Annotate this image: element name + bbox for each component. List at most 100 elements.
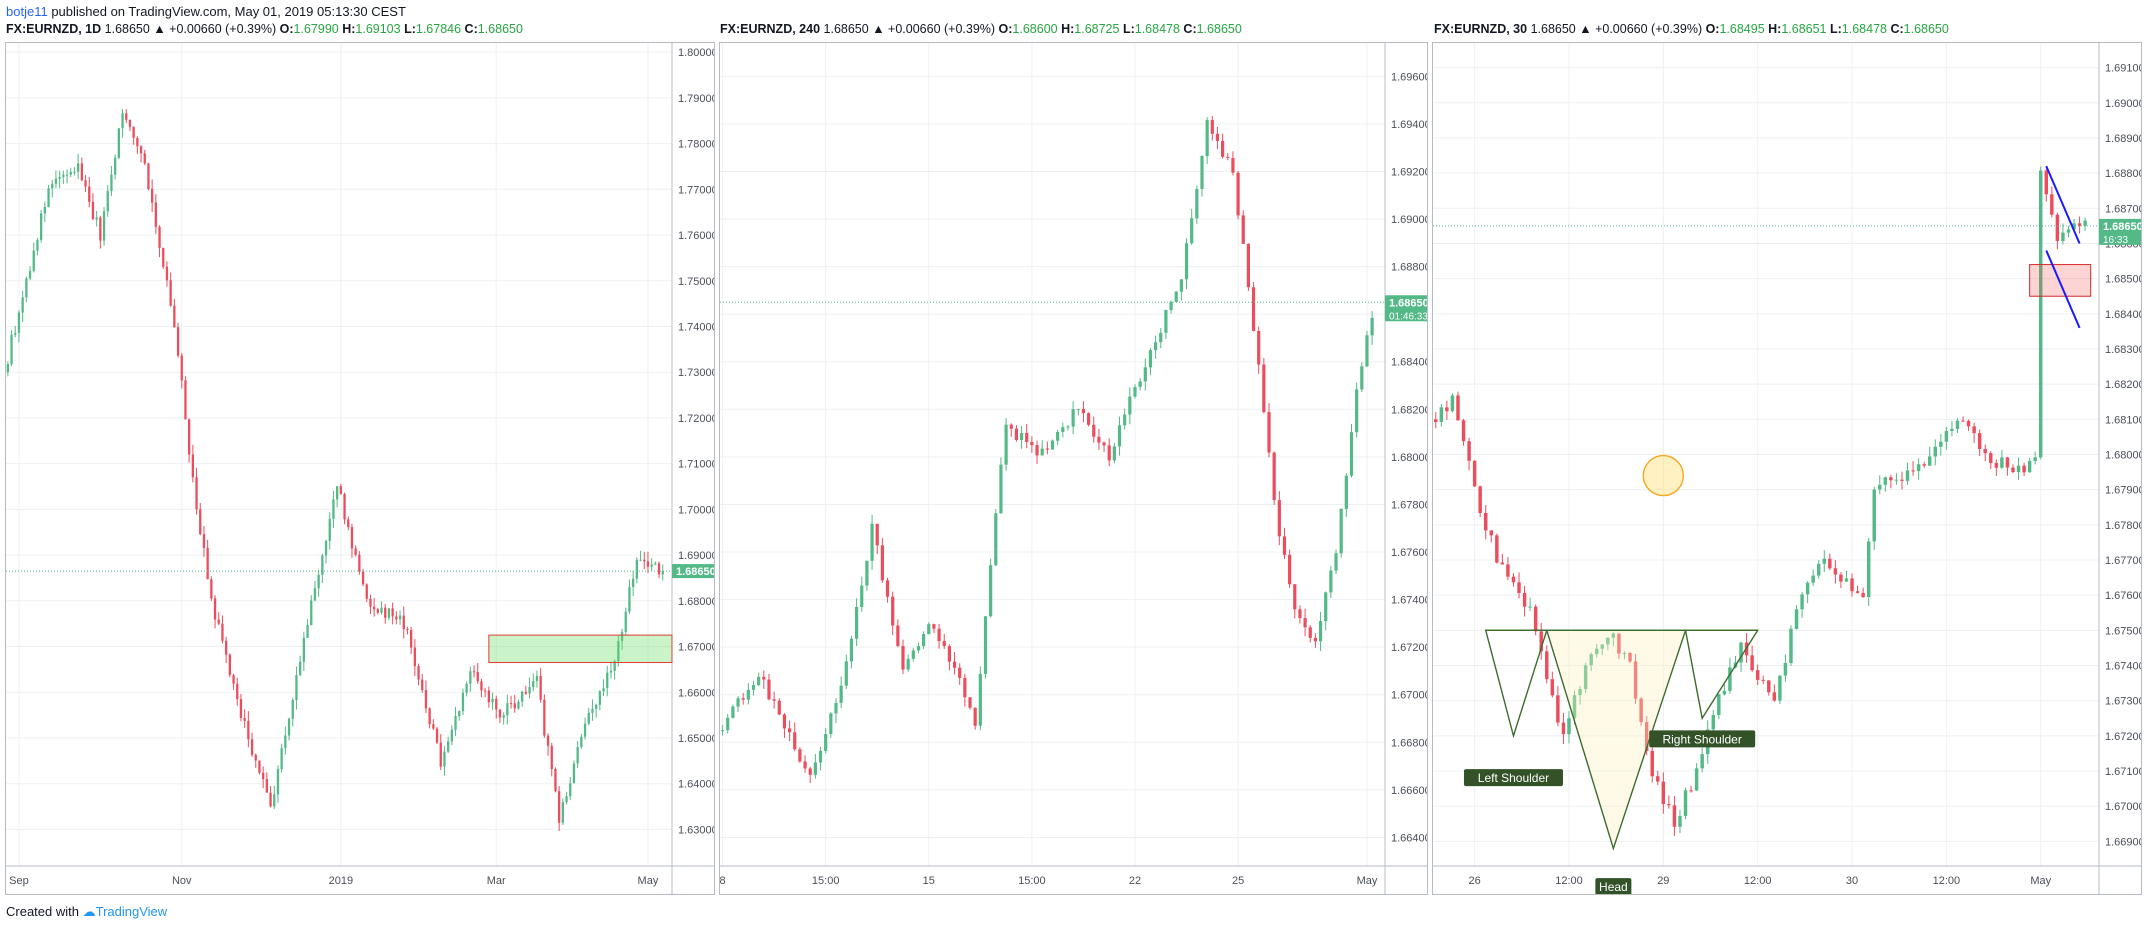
candle-body[interactable] — [54, 178, 58, 184]
candle-body[interactable] — [443, 751, 446, 767]
candle-body[interactable] — [1528, 606, 1532, 608]
candle-body[interactable] — [484, 690, 487, 692]
candle-body[interactable] — [236, 683, 239, 700]
candle-body[interactable] — [1511, 576, 1516, 583]
candle-body[interactable] — [495, 698, 498, 710]
candle-body[interactable] — [550, 745, 553, 769]
candle-body[interactable] — [306, 625, 309, 638]
candle-body[interactable] — [332, 499, 335, 519]
candle-body[interactable] — [51, 183, 54, 189]
candle-body[interactable] — [1107, 445, 1111, 461]
candle-body[interactable] — [169, 280, 172, 306]
candle-body[interactable] — [1123, 414, 1127, 426]
candle-body[interactable] — [191, 454, 194, 478]
candle-body[interactable] — [880, 545, 884, 581]
candle-body[interactable] — [1889, 477, 1893, 481]
candle-body[interactable] — [1944, 430, 1949, 442]
candle-body[interactable] — [1517, 582, 1521, 593]
candle-body[interactable] — [1672, 805, 1677, 827]
candle-body[interactable] — [1883, 477, 1888, 485]
candle-body[interactable] — [502, 715, 505, 718]
candle-body[interactable] — [875, 523, 879, 546]
candle-body[interactable] — [1303, 618, 1307, 628]
candle-body[interactable] — [324, 541, 328, 556]
candle-body[interactable] — [650, 564, 653, 567]
candle-body[interactable] — [654, 563, 657, 565]
candle-body[interactable] — [1850, 578, 1854, 592]
candle-body[interactable] — [973, 707, 977, 726]
candle-body[interactable] — [777, 700, 781, 715]
candle-body[interactable] — [1097, 436, 1101, 443]
candle-body[interactable] — [1231, 157, 1235, 173]
candle-body[interactable] — [461, 692, 465, 712]
candle-body[interactable] — [947, 646, 951, 662]
candle-body[interactable] — [184, 380, 187, 420]
candle-body[interactable] — [1081, 408, 1086, 414]
candle-body[interactable] — [609, 670, 613, 673]
candle-body[interactable] — [14, 333, 17, 335]
candle-body[interactable] — [620, 631, 624, 641]
candle-body[interactable] — [147, 163, 150, 189]
candle-body[interactable] — [1450, 395, 1455, 412]
candle-body[interactable] — [1169, 301, 1173, 310]
candle-body[interactable] — [225, 640, 228, 655]
candle-body[interactable] — [336, 486, 339, 500]
candle-body[interactable] — [565, 796, 568, 803]
candle-body[interactable] — [834, 702, 838, 714]
candle-body[interactable] — [1288, 554, 1292, 585]
candle-body[interactable] — [1633, 661, 1638, 699]
candle-body[interactable] — [1950, 428, 1954, 431]
candle-body[interactable] — [989, 565, 993, 617]
candle-body[interactable] — [591, 708, 594, 713]
candle-body[interactable] — [88, 186, 91, 202]
candle-body[interactable] — [432, 724, 435, 729]
candle-body[interactable] — [602, 688, 605, 692]
candle-body[interactable] — [808, 768, 812, 775]
candle-body[interactable] — [844, 661, 848, 686]
candle-body[interactable] — [1344, 475, 1348, 509]
candle-body[interactable] — [136, 137, 139, 147]
candle-body[interactable] — [1117, 425, 1122, 447]
candle-body[interactable] — [2022, 465, 2026, 473]
candle-body[interactable] — [6, 364, 9, 373]
candle-body[interactable] — [1522, 592, 1527, 607]
candle-body[interactable] — [1205, 120, 1209, 157]
candle-body[interactable] — [1128, 396, 1132, 415]
right-shoulder-triangle[interactable] — [1684, 629, 1759, 721]
candle-body[interactable] — [635, 559, 638, 579]
candle-body[interactable] — [1236, 172, 1240, 216]
candle-body[interactable] — [1661, 781, 1666, 805]
candle-body[interactable] — [1977, 433, 1982, 450]
candle-body[interactable] — [1833, 568, 1838, 575]
candle-body[interactable] — [521, 691, 524, 702]
left-shoulder-triangle[interactable] — [1484, 629, 1548, 739]
candle-body[interactable] — [232, 675, 235, 684]
candle-body[interactable] — [958, 667, 962, 678]
candle-body[interactable] — [932, 624, 936, 629]
candle-body[interactable] — [2061, 232, 2065, 241]
candle-body[interactable] — [927, 624, 931, 635]
candle-body[interactable] — [176, 327, 180, 356]
candle-body[interactable] — [210, 579, 213, 599]
candle-body[interactable] — [1578, 689, 1582, 696]
candle-body[interactable] — [1561, 722, 1566, 735]
candle-body[interactable] — [901, 645, 905, 670]
candle-body[interactable] — [813, 762, 817, 775]
candle-body[interactable] — [1872, 489, 1876, 542]
candle-body[interactable] — [1456, 395, 1460, 421]
candle-body[interactable] — [726, 717, 730, 731]
candle-body[interactable] — [580, 736, 583, 747]
candle-body[interactable] — [321, 555, 324, 575]
candle-body[interactable] — [1195, 189, 1199, 219]
candle-body[interactable] — [47, 188, 50, 207]
candle-body[interactable] — [472, 671, 476, 673]
candle-body[interactable] — [439, 742, 442, 767]
candle-body[interactable] — [1370, 317, 1374, 336]
candle-body[interactable] — [310, 600, 313, 626]
candle-body[interactable] — [624, 611, 627, 632]
candle-body[interactable] — [741, 698, 745, 700]
candle-body[interactable] — [1215, 133, 1220, 141]
candle-body[interactable] — [1154, 342, 1158, 351]
candle-body[interactable] — [221, 623, 224, 641]
candle-body[interactable] — [128, 119, 132, 127]
